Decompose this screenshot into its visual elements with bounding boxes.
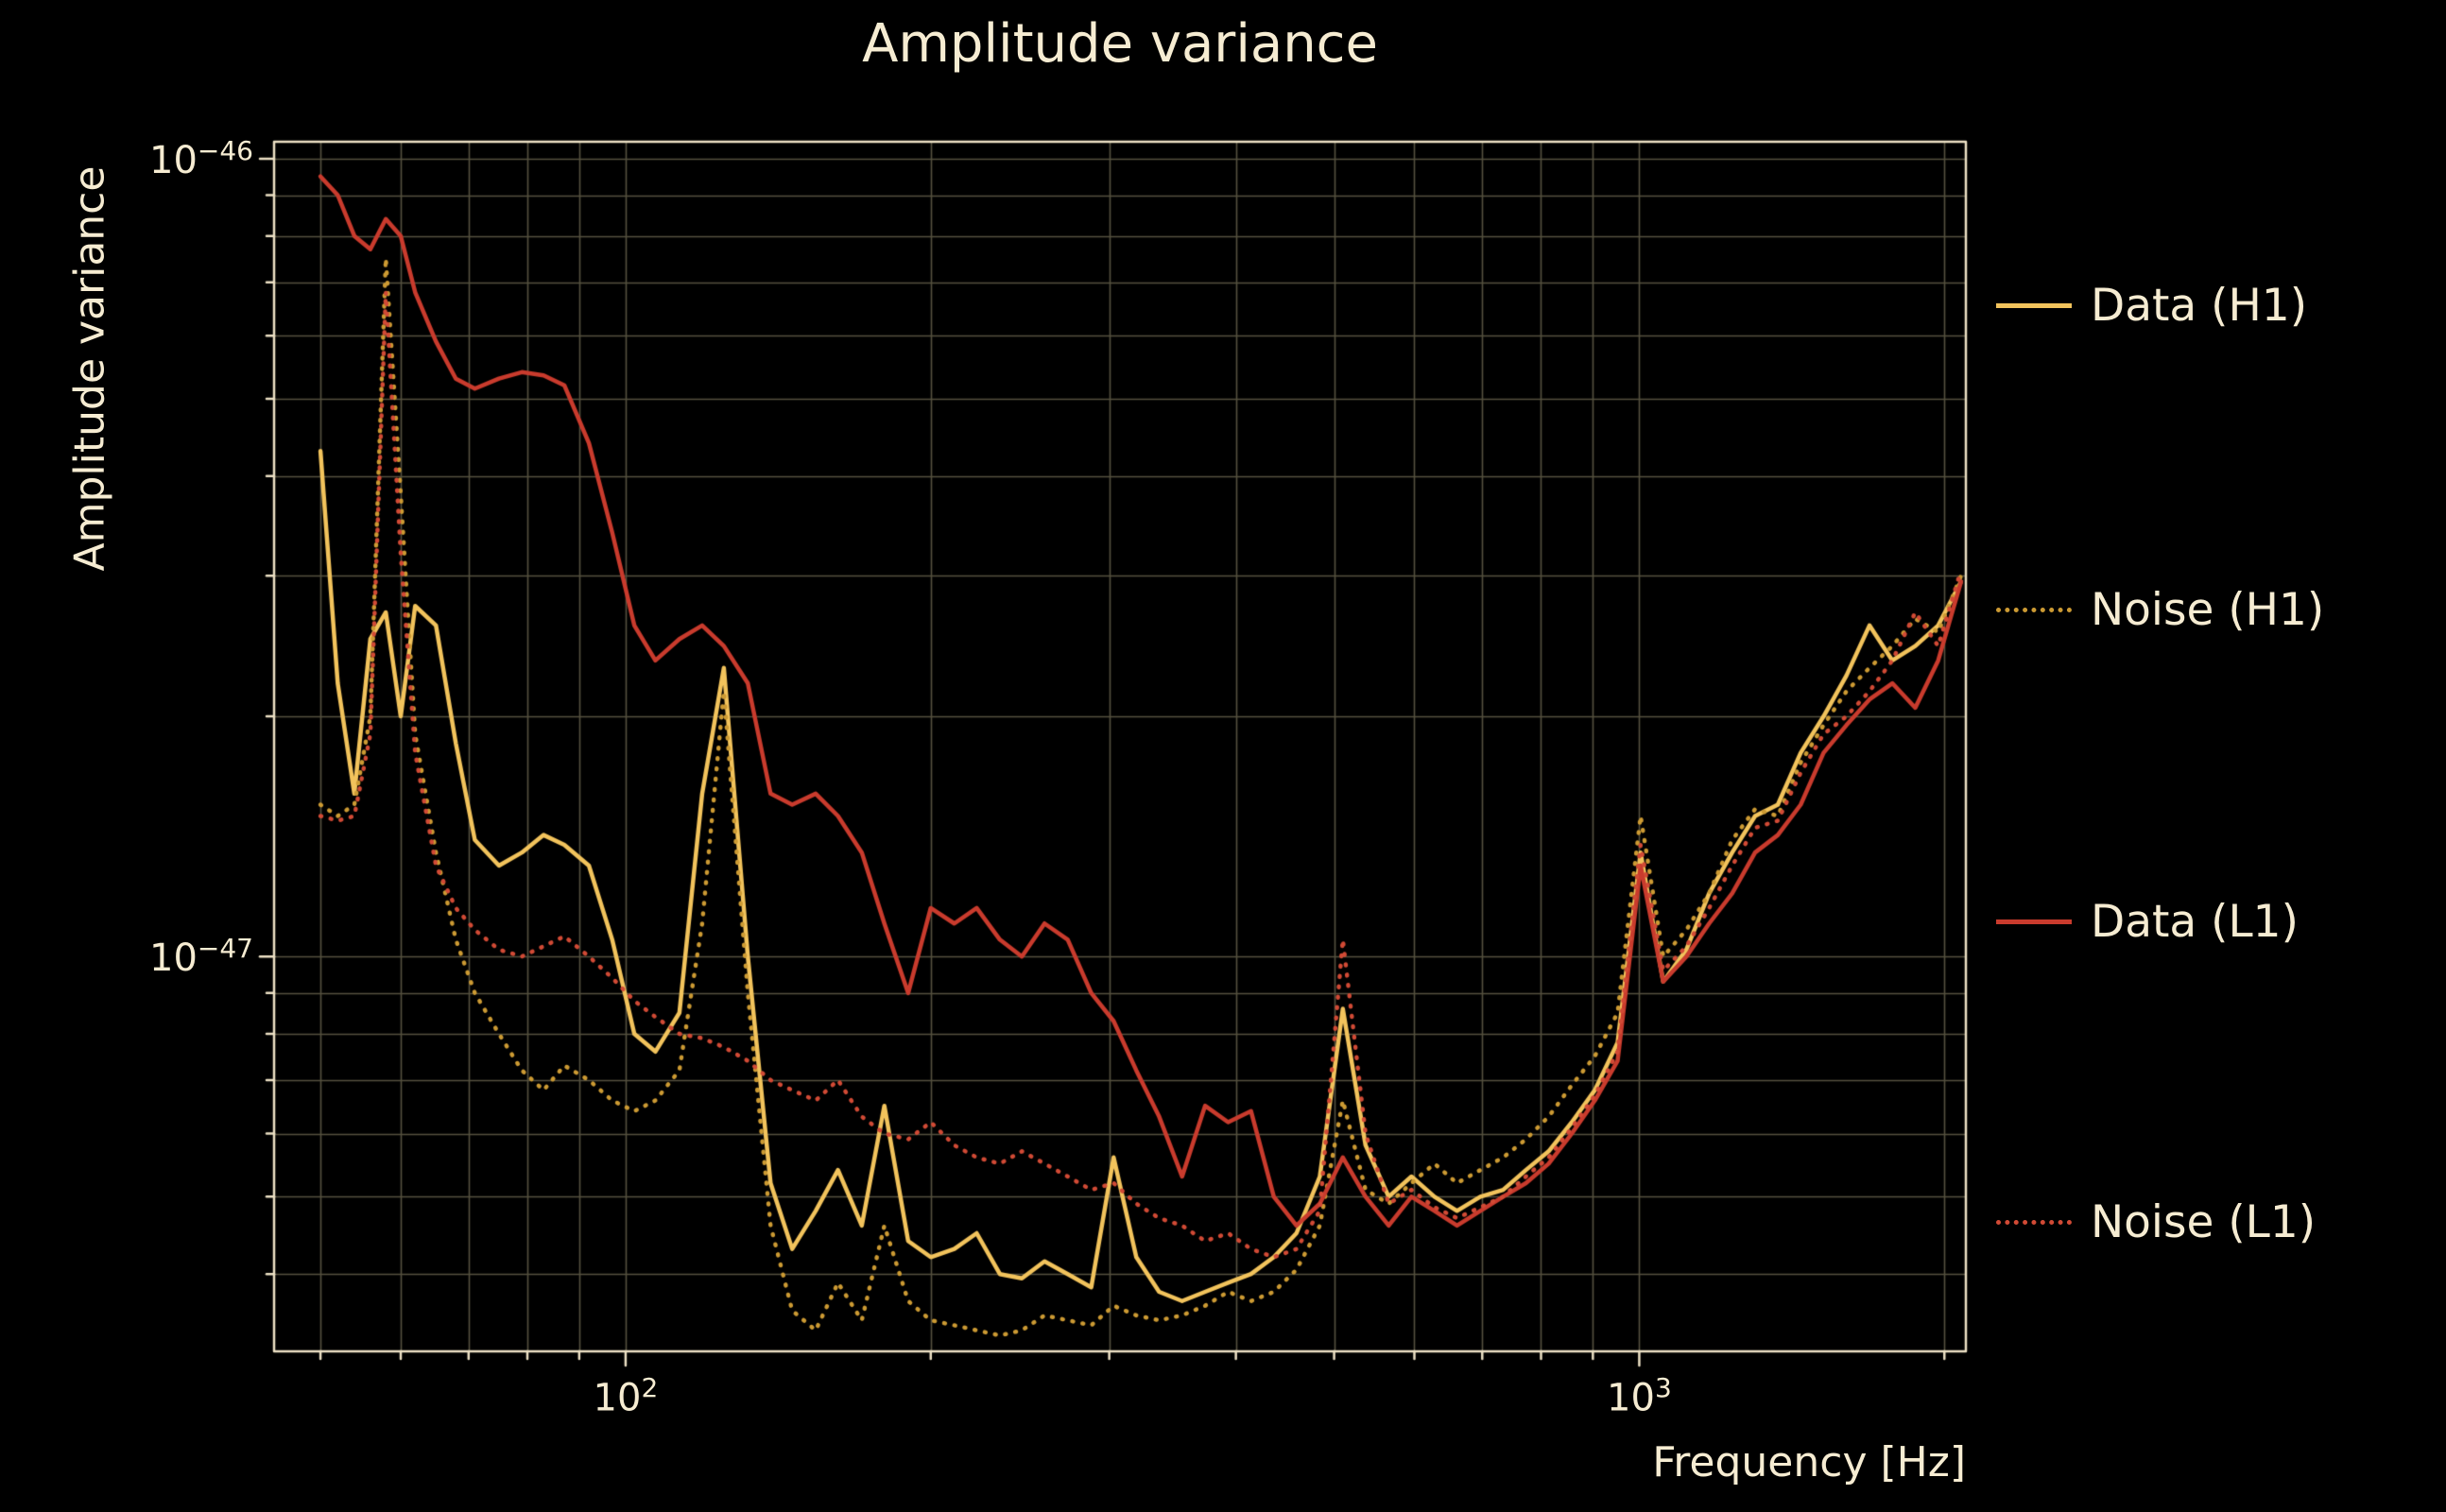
x-tick-label-100: 102 xyxy=(593,1372,659,1420)
legend-item-noise-l1: Noise (L1) xyxy=(1996,1189,2316,1255)
legend-line-sample-data-h1 xyxy=(1996,302,2072,308)
chart-title: Amplitude variance xyxy=(862,13,1378,75)
legend-label-noise-h1: Noise (H1) xyxy=(2091,583,2325,636)
legend-label-data-l1: Data (L1) xyxy=(2091,895,2299,948)
y-axis-label: Amplitude variance xyxy=(65,165,114,572)
legend: Data (H1) Noise (H1) Data (L1) Noise (L1… xyxy=(1996,0,2440,1512)
legend-item-data-h1: Data (H1) xyxy=(1996,272,2307,338)
legend-line-sample-noise-h1 xyxy=(1996,607,2072,612)
legend-item-noise-h1: Noise (H1) xyxy=(1996,576,2324,643)
legend-line-sample-noise-l1 xyxy=(1996,1219,2072,1225)
x-axis-label: Frequency [Hz] xyxy=(1652,1438,1966,1486)
legend-line-sample-data-l1 xyxy=(1996,919,2072,924)
legend-label-data-h1: Data (H1) xyxy=(2091,279,2308,332)
y-tick-label-1e-47: 10−47 xyxy=(149,933,253,981)
plot-canvas xyxy=(236,123,2004,1384)
legend-item-data-l1: Data (L1) xyxy=(1996,888,2299,954)
legend-label-noise-l1: Noise (L1) xyxy=(2091,1195,2317,1248)
x-tick-label-1000: 103 xyxy=(1607,1372,1672,1420)
y-tick-label-1e-46: 10−46 xyxy=(149,134,253,183)
